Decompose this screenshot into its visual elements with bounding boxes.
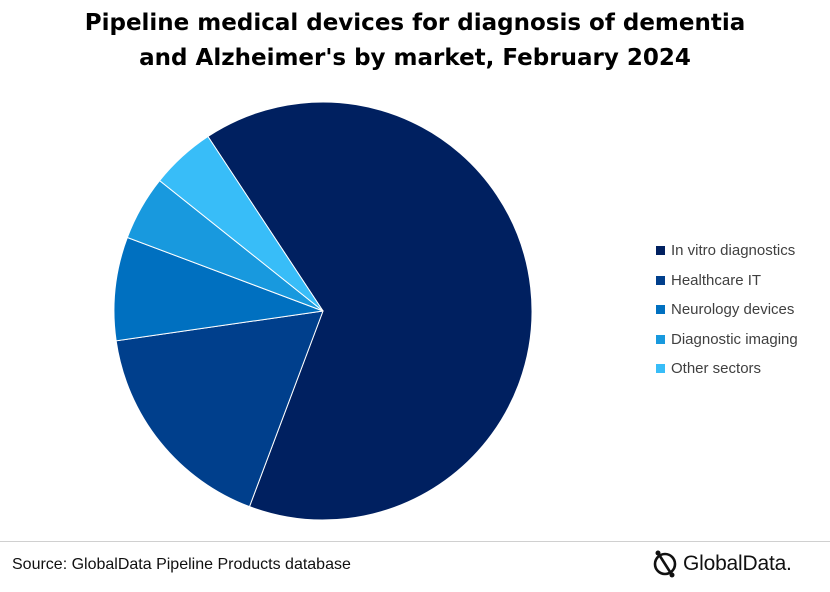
legend-swatch bbox=[656, 246, 665, 256]
pie-slice-healthcare-it bbox=[115, 310, 324, 508]
chart-title: Pipeline medical devices for diagnosis o… bbox=[0, 6, 830, 76]
chart-legend: In vitro diagnostics Healthcare IT Neuro… bbox=[656, 236, 798, 384]
globaldata-logo-text: GlobalData. bbox=[683, 552, 792, 575]
legend-label: Neurology devices bbox=[671, 301, 795, 319]
legend-item-diagnostic-imaging: Diagnostic imaging bbox=[656, 325, 798, 355]
legend-swatch bbox=[656, 334, 665, 344]
legend-item-in-vitro-diagnostics: In vitro diagnostics bbox=[656, 236, 798, 266]
legend-swatch bbox=[656, 275, 665, 285]
legend-label: In vitro diagnostics bbox=[671, 242, 796, 260]
globaldata-logo: GlobalData. bbox=[651, 547, 792, 581]
legend-item-healthcare-it: Healthcare IT bbox=[656, 266, 798, 296]
chart-title-line-1: Pipeline medical devices for diagnosis o… bbox=[84, 10, 746, 36]
legend-label: Other sectors bbox=[671, 360, 762, 378]
legend-swatch bbox=[656, 364, 665, 374]
legend-label: Diagnostic imaging bbox=[671, 330, 798, 348]
pie-slice-other-sectors bbox=[158, 135, 324, 312]
pie-slice-in-vitro-diagnostics bbox=[207, 101, 533, 521]
pie-slice-neurology-devices bbox=[113, 236, 324, 342]
pie-chart bbox=[113, 101, 533, 521]
source-note: Source: GlobalData Pipeline Products dat… bbox=[12, 556, 351, 573]
footer-divider bbox=[0, 541, 830, 542]
legend-swatch bbox=[656, 305, 665, 315]
legend-item-other-sectors: Other sectors bbox=[656, 354, 798, 384]
legend-label: Healthcare IT bbox=[671, 271, 762, 289]
globaldata-logo-icon bbox=[653, 550, 677, 578]
chart-title-line-2: and Alzheimer's by market, February 2024 bbox=[139, 45, 691, 71]
legend-item-neurology-devices: Neurology devices bbox=[656, 295, 798, 325]
